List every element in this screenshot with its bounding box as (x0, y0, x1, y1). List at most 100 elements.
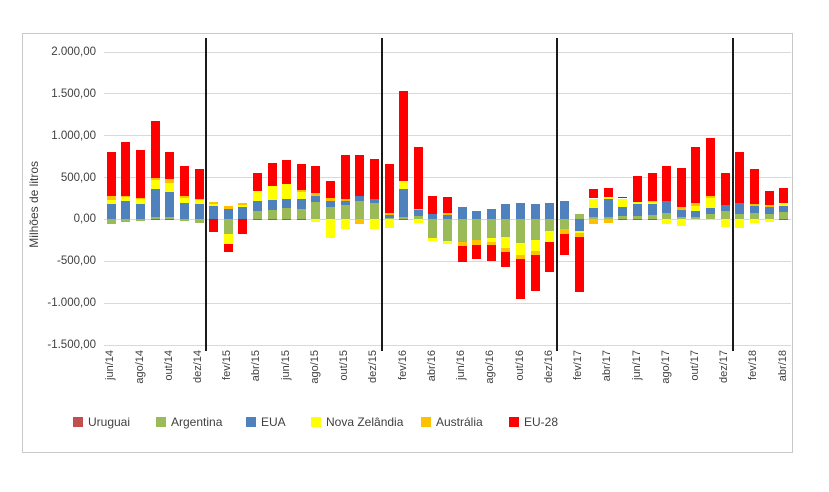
bar-segment-eu-28 (501, 252, 511, 267)
bar-segment-eu-28 (720, 173, 730, 205)
bar-segment-eu-28 (618, 197, 628, 199)
legend-swatch-icon (421, 417, 431, 427)
bar-segment-eu-28 (267, 162, 277, 186)
bar-segment-austr-lia (165, 179, 175, 183)
bar-segment-uruguai (618, 219, 628, 220)
bar-segment-eua (735, 202, 745, 214)
bar-segment-argentina (194, 219, 204, 224)
bar-segment-eua (282, 198, 292, 209)
bar-segment-uruguai (779, 219, 789, 220)
bar-segment-argentina (179, 219, 189, 222)
bar-segment-austr-lia (516, 255, 526, 260)
legend-swatch-icon (156, 417, 166, 427)
bar-segment-eu-28 (428, 195, 438, 214)
x-axis-tick-label: dez/14 (192, 350, 204, 384)
y-axis-tick-label: 2.000,00 (51, 46, 96, 58)
bar-segment-eu-28 (340, 155, 350, 200)
x-axis-tick-label: fev/17 (572, 350, 585, 380)
bar-segment-nova-zel-ndia (443, 240, 452, 244)
bar-segment-eua (384, 215, 394, 218)
bar-segment-eua (399, 188, 409, 217)
bar-segment-eua (676, 210, 686, 217)
legend-swatch-icon (73, 417, 83, 427)
x-axis-tick-label: ago/15 (308, 350, 321, 384)
bar-segment-nova-zel-ndia (779, 203, 789, 206)
bar-segment-austr-lia (603, 219, 613, 223)
bar-segment-eua (165, 191, 175, 218)
legend-swatch-icon (311, 417, 321, 427)
bar-segment-argentina (501, 219, 511, 237)
bar-segment-eua (530, 203, 540, 220)
bar-segment-eua (413, 209, 423, 217)
bar-segment-eu-28 (150, 121, 160, 179)
bar-segment-argentina (443, 219, 452, 241)
bar-segment-eu-28 (194, 169, 204, 200)
year-separator-line (731, 38, 734, 351)
bar-segment-nova-zel-ndia (165, 183, 175, 192)
bar-segment-argentina (326, 207, 336, 219)
gridline (104, 135, 791, 137)
bar-segment-nova-zel-ndia (647, 201, 657, 204)
bar-segment-austr-lia (326, 198, 336, 201)
bar-segment-eua (618, 206, 628, 216)
bar-segment-austr-lia (574, 232, 584, 238)
bar-segment-eua (355, 196, 365, 201)
x-axis-tick-label: out/16 (513, 350, 526, 381)
bar-segment-eu-28 (209, 219, 219, 232)
bar-segment-austr-lia (472, 240, 482, 245)
legend-swatch-icon (246, 417, 256, 427)
bar-segment-nova-zel-ndia (501, 237, 511, 249)
x-axis-tick-label: ago/14 (133, 350, 146, 384)
bar-segment-argentina (735, 213, 745, 220)
bar-segment-austr-lia (209, 201, 219, 205)
bar-segment-eua (706, 207, 716, 214)
bar-segment-argentina (662, 212, 672, 220)
bar-segment-nova-zel-ndia (486, 237, 496, 243)
bar-segment-argentina (545, 219, 555, 232)
bar-segment-nova-zel-ndia (223, 233, 233, 244)
bar-segment-eua (472, 210, 482, 220)
bar-segment-nova-zel-ndia (589, 198, 599, 208)
bar-segment-eua (501, 203, 511, 220)
bar-segment-argentina (369, 203, 379, 219)
bar-segment-austr-lia (121, 195, 131, 198)
bar-segment-argentina (618, 215, 628, 219)
bar-segment-eu-28 (311, 165, 321, 194)
bar-segment-eu-28 (106, 152, 116, 197)
bar-segment-nova-zel-ndia (369, 219, 379, 230)
bar-segment-argentina (136, 219, 146, 222)
bar-segment-eu-28 (252, 173, 262, 192)
bar-segment-eu-28 (647, 172, 657, 201)
y-axis-tick-label: 1.000,00 (51, 129, 96, 142)
bar-segment-eu-28 (472, 244, 482, 260)
legend-item-eu-28: EU-28 (509, 415, 558, 429)
bar-segment-argentina (633, 216, 643, 219)
bar-segment-eu-28 (735, 152, 745, 203)
bar-segment-argentina (121, 219, 131, 222)
bar-segment-eu-28 (486, 245, 496, 262)
bar-segment-eu-28 (764, 190, 774, 206)
legend-swatch-icon (509, 417, 519, 427)
bar-segment-austr-lia (443, 213, 452, 216)
bar-segment-eu-28 (326, 180, 336, 199)
bar-segment-eua (647, 203, 657, 216)
legend-item-uruguai: Uruguai (73, 415, 130, 429)
bar-segment-nova-zel-ndia (106, 199, 116, 204)
bar-segment-nova-zel-ndia (662, 219, 672, 225)
bar-segment-argentina (413, 216, 423, 220)
bar-segment-eu-28 (179, 165, 189, 196)
bar-segment-eu-28 (574, 237, 584, 292)
legend-label: Austrália (436, 415, 483, 429)
x-axis-tick-label: out/17 (688, 350, 701, 381)
bar-segment-austr-lia (545, 241, 555, 243)
bar-segment-argentina (457, 219, 467, 242)
bar-segment-nova-zel-ndia (194, 200, 204, 204)
x-axis-tick-label: dez/17 (718, 350, 731, 384)
legend-label: Argentina (171, 415, 223, 429)
bar-segment-argentina (516, 219, 526, 243)
x-axis-tick-label: jun/14 (104, 350, 117, 380)
bar-segment-eu-28 (399, 90, 409, 181)
x-axis-tick-label: jun/16 (455, 350, 468, 380)
bar-segment-eua (603, 199, 613, 217)
